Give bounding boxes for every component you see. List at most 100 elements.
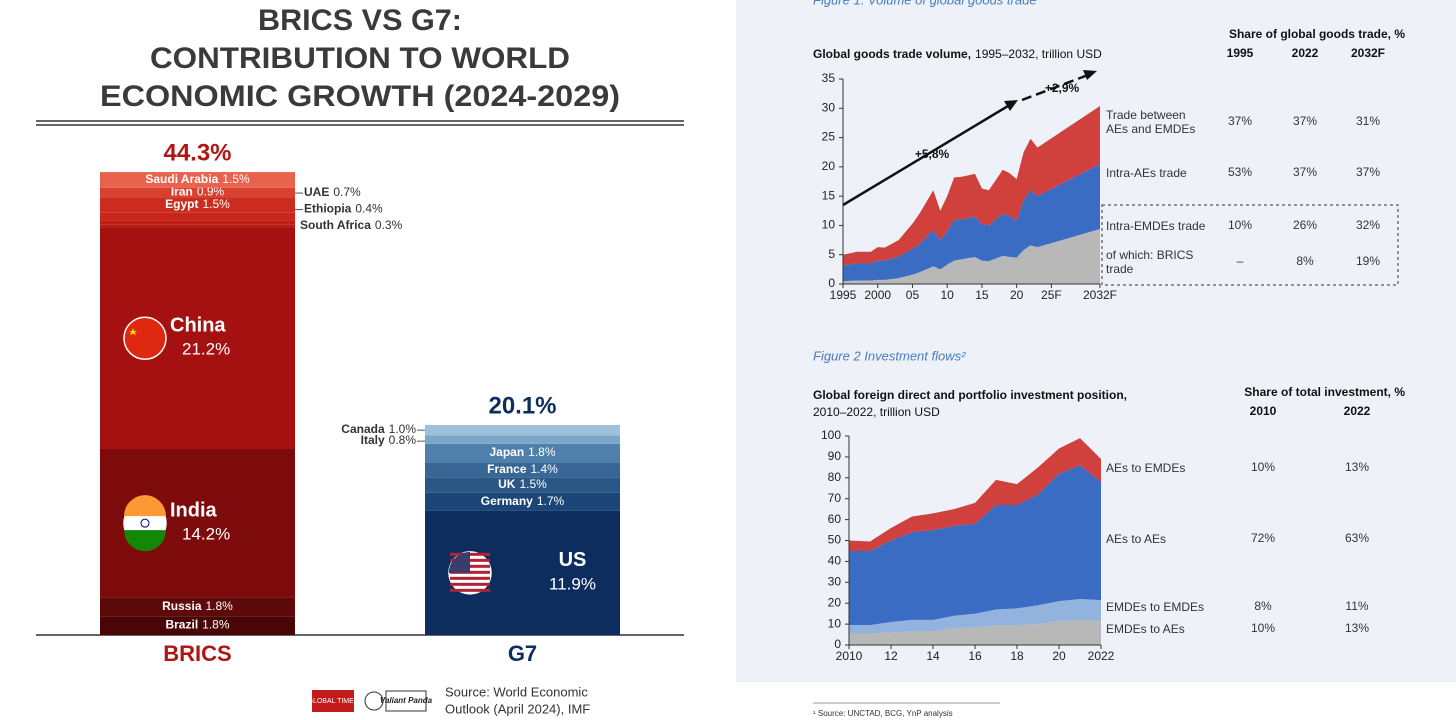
segment-value: 1.5%: [519, 477, 547, 491]
x-tick-label: 2010: [836, 649, 863, 663]
y-tick-label: 20: [822, 159, 836, 173]
row-label-box: Trade between AEs and EMDEs: [1106, 106, 1210, 138]
row-label-wrap: AEs to AEs: [1106, 523, 1210, 555]
source: Outlook (April 2024), IMF: [445, 701, 590, 716]
segment-value: 1.5%: [222, 172, 250, 186]
segment-value: 1.5%: [202, 197, 230, 211]
bar-segment: [100, 172, 295, 188]
segment-name: South Africa: [300, 218, 371, 232]
segment-label: Brazil 1.8%: [165, 618, 229, 632]
area: [843, 163, 1100, 282]
trend-arrow: [842, 104, 1009, 207]
logo-icon: [364, 691, 384, 711]
x-tick-label: 05: [906, 288, 920, 302]
flag-band: [124, 530, 166, 552]
table-cell: 8%: [1254, 599, 1272, 613]
table-cell: 10%: [1251, 460, 1275, 474]
x-tick-label: 10: [941, 288, 955, 302]
table-cell: 37%: [1293, 165, 1317, 179]
x-tick-label: 25F: [1041, 288, 1062, 302]
footnote: ¹ Source: UNCTAD, BCG, YnP analysis: [813, 709, 953, 718]
table-header: 2010: [1250, 404, 1277, 418]
segment-value: 11.9%: [549, 574, 596, 593]
segment-label: Italy 0.8%: [361, 433, 417, 447]
row-label: AEs to AEs: [1106, 532, 1167, 546]
segment-label: UAE 0.7%: [304, 185, 361, 199]
y-tick-label: 0: [828, 276, 835, 290]
table-title: Share of total investment, %: [1244, 385, 1405, 399]
segment-name: Egypt: [165, 197, 198, 211]
y-tick-label: 60: [828, 512, 842, 526]
arrowhead: [1083, 70, 1097, 80]
chart-title: Global goods trade volume, 1995–2032, tri…: [813, 47, 1102, 61]
segment-name: UAE: [304, 185, 329, 199]
segment-name: Japan: [489, 445, 524, 459]
row-label: EMDEs to AEs: [1106, 622, 1185, 636]
row-label-wrap: Intra-EMDEs trade: [1106, 210, 1210, 242]
table-box: [1101, 204, 1399, 286]
y-tick-label: 0: [834, 637, 841, 651]
table-header: 2022: [1292, 46, 1319, 60]
bar-segment: [425, 435, 620, 444]
segment-value: 0.3%: [375, 218, 403, 232]
x-tick-label: 1995: [830, 288, 857, 302]
category-label: G7: [508, 641, 537, 666]
segment-name: India: [170, 499, 218, 521]
segment-value: 1.8%: [206, 599, 234, 613]
row-label-box: AEs to EMDEs: [1106, 461, 1185, 475]
segment-value: 1.4%: [531, 462, 559, 476]
bar-segment: [100, 187, 295, 198]
segment-name: Ethiopia: [304, 202, 352, 216]
segment-label: Canada 1.0%: [341, 422, 416, 436]
chart-title: ECONOMIC GROWTH (2024-2029): [100, 80, 620, 113]
flag-wheel: [140, 518, 150, 528]
y-tick-label: 50: [828, 533, 842, 547]
segment-name: Iran: [171, 185, 193, 199]
table-cell: 32%: [1356, 218, 1380, 232]
x-tick-label: 2032F: [1083, 288, 1117, 302]
y-tick-label: 10: [822, 218, 836, 232]
bar-segment: [100, 597, 295, 617]
x-tick-label: 16: [968, 649, 982, 663]
table-cell: 13%: [1345, 460, 1369, 474]
segment-value: 1.8%: [202, 618, 230, 632]
segment-value: 21.2%: [182, 340, 230, 359]
bar-segment: [100, 616, 295, 635]
segment-value: 14.2%: [182, 525, 230, 544]
x-tick-label: 12: [884, 649, 898, 663]
table-cell: 72%: [1251, 531, 1275, 545]
flag-stripe: [450, 582, 490, 586]
table-cell: 10%: [1251, 621, 1275, 635]
row-label-box: Intra-EMDEs trade: [1106, 210, 1210, 242]
segment-name: Italy: [361, 433, 385, 447]
segment-value: 0.8%: [389, 433, 417, 447]
y-tick-label: 30: [828, 574, 842, 588]
row-label-wrap: of which: BRICS trade: [1106, 246, 1210, 278]
table-cell: 37%: [1293, 114, 1317, 128]
segment-value: 0.9%: [197, 185, 225, 199]
area: [849, 465, 1101, 626]
segment-label: Egypt 1.5%: [165, 197, 230, 211]
segment-name: Saudi Arabia: [145, 172, 218, 186]
chart-title: Global goods trade volume,: [813, 47, 971, 61]
row-label-box: Intra-AEs trade: [1106, 166, 1187, 180]
segment-name: Germany: [481, 494, 533, 508]
logo-box: [385, 690, 427, 712]
flag-star: [129, 328, 137, 336]
chart-subtitle: 1995–2032, trillion USD: [975, 47, 1102, 61]
row-label: Trade between AEs and EMDEs: [1106, 108, 1196, 136]
segment-label: Japan 1.8%: [489, 445, 555, 459]
segment-label: Iran 0.9%: [171, 185, 225, 199]
y-tick-label: 70: [828, 491, 842, 505]
segment-name: China: [170, 315, 226, 337]
bar-segment: [100, 224, 295, 228]
flag-stripe: [450, 588, 490, 592]
trend-arrow: [1021, 73, 1089, 102]
y-tick-label: 25: [822, 130, 836, 144]
area: [849, 619, 1101, 645]
flag-canton: [449, 551, 470, 573]
row-label-wrap: Trade between AEs and EMDEs: [1106, 106, 1210, 138]
segment-value: 1.0%: [389, 422, 417, 436]
logo: Valiant Panda: [380, 696, 433, 705]
area: [843, 228, 1100, 284]
